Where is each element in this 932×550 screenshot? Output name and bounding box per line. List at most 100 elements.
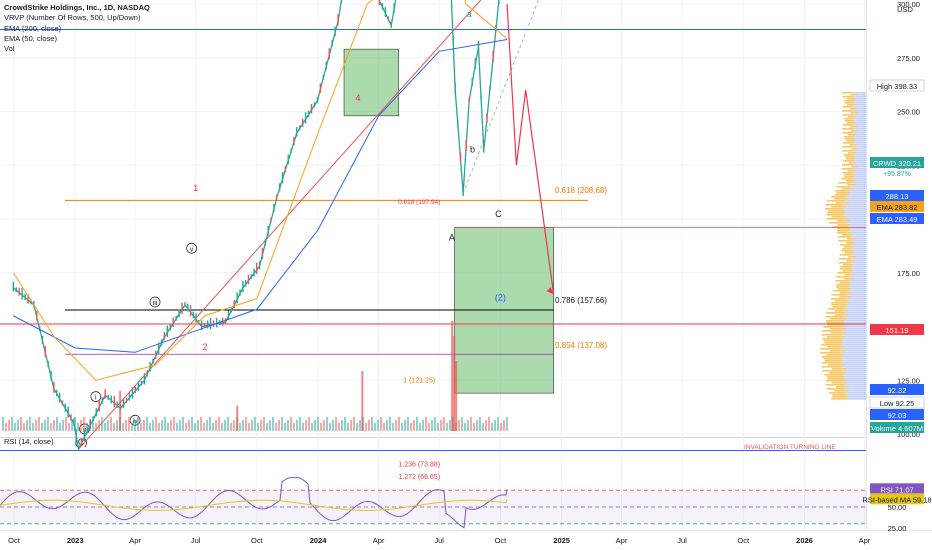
volume-bar <box>212 423 214 431</box>
vp-bar-up <box>842 110 853 112</box>
volume-bar <box>182 417 184 431</box>
volume-bar <box>233 420 235 431</box>
volume-bar <box>263 417 265 431</box>
volume-bar <box>53 420 55 431</box>
vp-bar-up <box>826 388 845 390</box>
vp-bar-down <box>857 148 866 150</box>
volume-bar <box>485 420 487 431</box>
vp-bar-down <box>843 360 866 362</box>
vp-bar-down <box>853 142 866 144</box>
vp-bar-down <box>847 382 866 384</box>
volume-bar <box>407 417 409 431</box>
price-label-tag: 92.03 <box>870 409 924 420</box>
vp-bar-down <box>847 306 866 308</box>
indicator-volume[interactable]: Vol <box>4 44 15 54</box>
volume-bar <box>491 423 493 431</box>
vp-bar-up <box>847 134 856 136</box>
vp-bar-up <box>842 96 854 98</box>
volume-bar <box>275 423 277 431</box>
volume-spike <box>236 406 239 431</box>
rsi-title[interactable]: RSI (14, close) <box>4 437 54 446</box>
volume-bar <box>17 420 19 431</box>
volume-bar <box>134 420 136 431</box>
vp-bar-up <box>842 264 854 266</box>
vp-bar-up <box>823 340 843 342</box>
rsi-value-label: RSI 71.07 <box>880 485 913 494</box>
vp-bar-up <box>827 376 845 378</box>
projected-path <box>506 3 555 295</box>
indicator-vrvp[interactable]: VRVP (Number Of Rows, 500, Up/Down) <box>4 13 141 23</box>
time-scale-border <box>0 530 932 531</box>
price-label-bg <box>870 201 924 212</box>
vp-bar-down <box>844 200 866 202</box>
vp-bar-down <box>846 398 866 400</box>
vp-bar-down <box>842 340 866 342</box>
volume-bar <box>71 420 73 431</box>
vp-bar-down <box>846 206 866 208</box>
vp-bar-up <box>826 214 845 216</box>
volume-bar <box>107 420 109 431</box>
vp-bar-down <box>854 156 866 158</box>
volume-bar <box>143 420 145 431</box>
vp-bar-up <box>830 318 847 320</box>
vp-bar-up <box>842 128 853 130</box>
x-tick-label: Jul <box>434 536 444 545</box>
volume-bar <box>38 417 40 431</box>
volume-bar <box>41 423 43 431</box>
vp-bar-down <box>857 112 866 114</box>
price-label-tag: CRWD 320.21 +95.87% <box>870 157 924 178</box>
volume-bar <box>59 423 61 431</box>
chart-title[interactable]: CrowdStrike Holdings, Inc., 1D, NASDAQ <box>4 3 150 12</box>
vp-bar-up <box>846 238 856 240</box>
indicator-ema200[interactable]: EMA (200, close) <box>4 23 62 33</box>
volume-spike <box>361 371 364 431</box>
vp-bar-down <box>844 210 866 212</box>
price-label-text: CRWD 320.21 <box>873 159 921 168</box>
volume-bar <box>125 420 127 431</box>
invalidation-label: INVALIDATION TURNING LINE <box>744 444 836 451</box>
vp-bar-up <box>841 250 853 252</box>
vp-bar-up <box>831 304 847 306</box>
price-label-text: EMA 283.82 <box>877 203 918 212</box>
vp-bar-down <box>841 356 866 358</box>
vp-bar-down <box>844 378 866 380</box>
volume-profile <box>820 92 866 400</box>
vp-bar-down <box>850 182 866 184</box>
vp-bar-up <box>842 172 854 174</box>
volume-bar <box>413 420 415 431</box>
vp-bar-down <box>854 100 866 102</box>
fib-label-0618: 0.618 (208.68) <box>555 186 607 195</box>
volume-bar <box>104 423 106 431</box>
volume-bar <box>410 423 412 431</box>
volume-bar <box>458 420 460 431</box>
vp-bar-up <box>827 210 845 212</box>
vp-bar-up <box>832 396 848 398</box>
roman-wave-label: iii <box>153 300 158 307</box>
vp-bar-up <box>822 338 842 340</box>
x-tick-label: Oct <box>8 536 21 545</box>
vp-bar-up <box>837 236 851 238</box>
vp-bar-down <box>851 266 866 268</box>
volume-bar <box>179 420 181 431</box>
vp-bar-up <box>833 290 848 292</box>
price-label-tag: Low 92.25 <box>869 396 925 409</box>
vp-bar-up <box>827 378 845 380</box>
vp-bar-down <box>848 300 866 302</box>
vp-bar-down <box>850 224 866 226</box>
volume-bar <box>44 420 46 431</box>
vp-bar-down <box>851 282 866 284</box>
vp-bar-down <box>855 256 866 258</box>
vp-bar-down <box>845 372 866 374</box>
volume-bar <box>8 420 10 431</box>
vp-bar-up <box>842 146 853 148</box>
vp-bar-up <box>831 382 848 384</box>
vp-bar-up <box>843 278 854 280</box>
vp-bar-down <box>852 270 866 272</box>
price-label-bg <box>870 422 924 433</box>
vp-bar-up <box>846 140 856 142</box>
vp-bar-down <box>843 342 866 344</box>
vp-bar-down <box>852 128 866 130</box>
volume-bar <box>488 417 490 431</box>
indicator-ema50[interactable]: EMA (50, close) <box>4 33 57 43</box>
